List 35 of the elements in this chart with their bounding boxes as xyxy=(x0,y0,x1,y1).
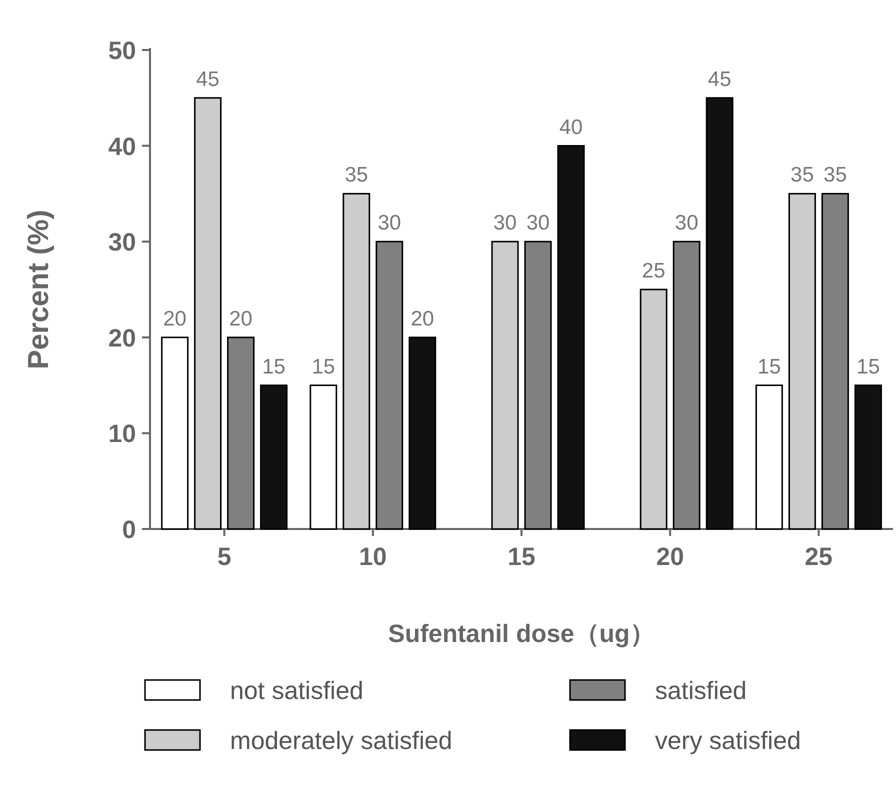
x-axis-title: Sufentanil dose（ug） xyxy=(388,620,655,648)
data-label: 45 xyxy=(196,68,220,91)
y-tick-label: 40 xyxy=(108,132,136,161)
data-label: 30 xyxy=(378,212,402,235)
y-tick-label: 0 xyxy=(122,516,136,544)
legend-label: not satisfied xyxy=(230,677,364,705)
data-label: 40 xyxy=(559,116,583,139)
data-label: 15 xyxy=(262,355,286,378)
data-label: 15 xyxy=(758,355,781,378)
data-label: 20 xyxy=(163,307,186,330)
y-tick-label: 50 xyxy=(108,37,136,65)
data-label: 25 xyxy=(642,260,666,282)
data-label: 15 xyxy=(856,355,880,378)
data-label: 30 xyxy=(674,212,698,235)
data-label: 15 xyxy=(312,355,336,378)
data-label: 20 xyxy=(410,307,434,330)
x-tick-label: 15 xyxy=(508,543,536,571)
data-label: 35 xyxy=(344,164,368,187)
data-label: 45 xyxy=(708,68,732,91)
y-tick-label: 20 xyxy=(108,324,136,352)
data-label: 30 xyxy=(493,212,517,235)
legend-label: very satisfied xyxy=(655,727,801,755)
data-label: 35 xyxy=(824,164,847,187)
legend-label: moderately satisfied xyxy=(230,727,452,755)
legend-label: satisfied xyxy=(655,677,747,705)
x-tick-label: 20 xyxy=(656,543,684,571)
data-label: 20 xyxy=(229,307,252,330)
data-label: 30 xyxy=(526,212,550,235)
y-axis-title: Percent (%) xyxy=(23,210,55,370)
x-tick-label: 10 xyxy=(358,543,387,571)
x-tick-label: 25 xyxy=(804,543,833,571)
y-tick-label: 30 xyxy=(108,228,136,257)
x-tick-label: 5 xyxy=(217,543,232,571)
y-tick-label: 10 xyxy=(108,420,136,448)
data-label: 35 xyxy=(790,164,814,187)
